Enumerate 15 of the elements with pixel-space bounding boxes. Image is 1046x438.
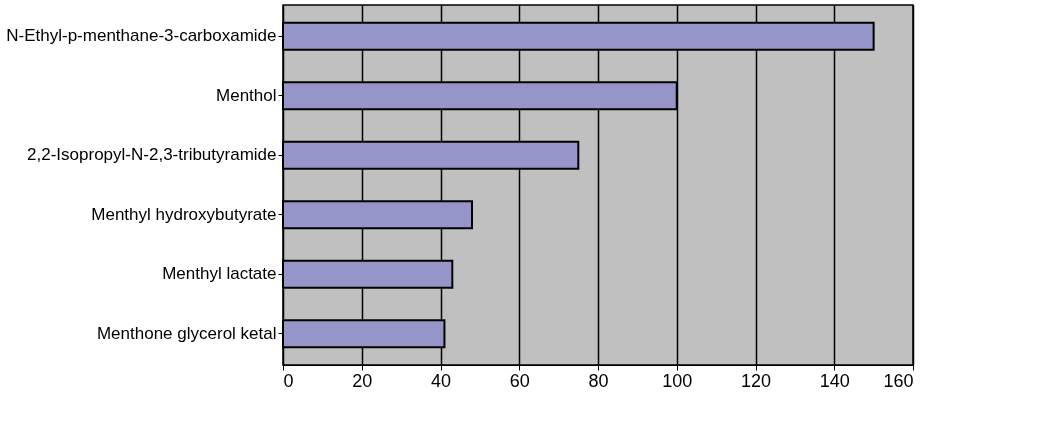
- x-tick-label: 0: [283, 370, 294, 391]
- x-tick-label: 60: [509, 370, 530, 391]
- x-tick-label: 40: [430, 370, 452, 391]
- y-tick-label: Menthyl lactate: [162, 264, 277, 284]
- y-tick-label: 2,2-Isopropyl-N-2,3-tributyramide: [27, 145, 277, 165]
- y-tick-label: Menthyl hydroxybutyrate: [91, 204, 277, 224]
- x-tick-label: 80: [588, 370, 609, 391]
- y-tick-label: Menthol: [216, 85, 277, 105]
- y-tick-label: N-Ethyl-p-menthane-3-carboxamide: [6, 26, 277, 46]
- x-tick-label: 120: [740, 370, 772, 391]
- y-tick-label: Menthone glycerol ketal: [96, 323, 277, 343]
- x-tick-label: 100: [662, 370, 693, 391]
- x-tick-label: 20: [352, 370, 373, 391]
- x-tick-label: 140: [819, 370, 850, 391]
- x-tick-label: 160: [883, 370, 914, 391]
